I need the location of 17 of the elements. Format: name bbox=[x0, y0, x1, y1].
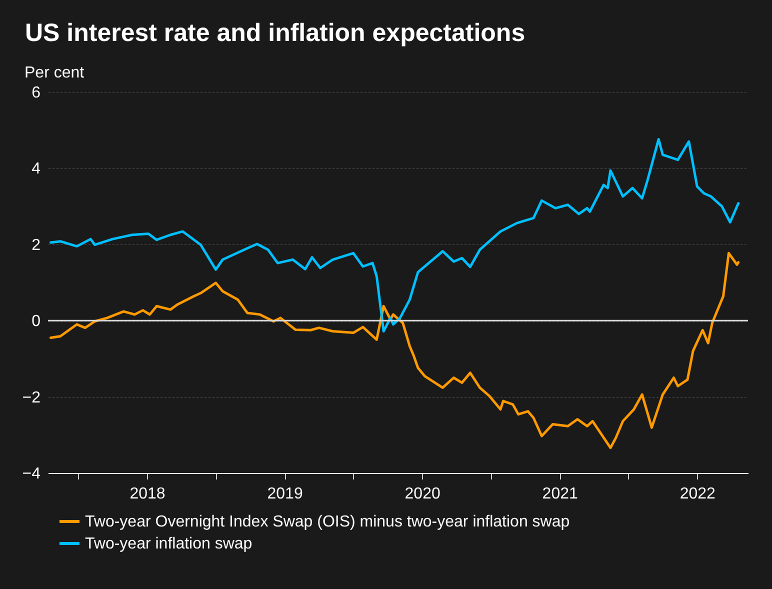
line-series bbox=[50, 252, 740, 450]
legend-label: Two-year inflation swap bbox=[85, 536, 252, 552]
x-tick-label: 2019 bbox=[267, 486, 303, 502]
x-tick-label: 2022 bbox=[680, 486, 716, 502]
y-tick-label: −4 bbox=[22, 466, 41, 482]
y-axis-title: Per cent bbox=[24, 64, 85, 82]
y-tick-label: 6 bbox=[32, 84, 41, 102]
y-tick-label: 0 bbox=[32, 313, 41, 330]
y-tick-label: 2 bbox=[32, 236, 41, 254]
x-tick-label: 2018 bbox=[130, 486, 166, 502]
y-tick-label: 4 bbox=[32, 160, 41, 178]
x-tick-label: 2020 bbox=[404, 486, 440, 502]
line-series bbox=[50, 138, 740, 333]
chart-title: US interest rate and inflation expectations bbox=[25, 19, 526, 47]
legend-label: Two-year Overnight Index Swap (OIS) minus two-year inflation swap bbox=[85, 514, 570, 530]
y-tick-label: −2 bbox=[22, 389, 41, 406]
x-tick-label: 2021 bbox=[542, 486, 578, 502]
